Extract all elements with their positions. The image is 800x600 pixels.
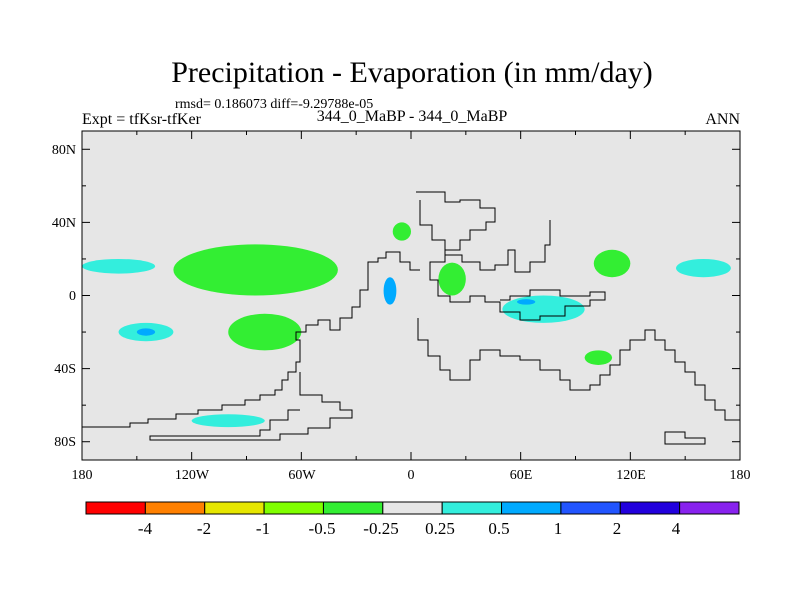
coastline-africa-south <box>417 318 740 421</box>
chart-title: Precipitation - Evaporation (in mm/day) <box>171 56 653 89</box>
x-tick-label: 120E <box>616 468 646 483</box>
colorbar-label: -0.25 <box>363 519 398 538</box>
y-tick-label: 0 <box>69 289 76 304</box>
coastline-americas <box>82 251 420 428</box>
colorbar-swatch <box>501 501 562 515</box>
y-tick-label: 40S <box>54 362 76 377</box>
contour-region-central-pacific-strong <box>136 328 156 336</box>
colorbar-swatch <box>560 501 621 515</box>
colorbar-swatch <box>441 501 503 515</box>
contour-region-americas-strong <box>383 277 397 305</box>
x-tick-label: 60E <box>510 468 533 483</box>
contour-region-africa-west <box>438 262 466 296</box>
colorbar-swatch <box>85 501 146 515</box>
contour-region-indian-ocean-east <box>502 295 585 323</box>
y-tick-label: 80N <box>52 143 76 158</box>
experiment-label: Expt = tfKsr-tfKer <box>82 111 202 128</box>
x-tick-label: 180 <box>72 468 93 483</box>
colorbar-label: 0.5 <box>488 519 509 538</box>
coastline-antarctic-island <box>664 431 706 445</box>
y-axis-labels: 80N 40N 0 40S 80S <box>52 143 76 450</box>
contour-region-west-pacific <box>593 249 631 278</box>
colorbar-swatch <box>322 501 384 515</box>
colorbar-label: 4 <box>672 519 681 538</box>
season-label: ANN <box>705 111 740 128</box>
x-tick-label: 120W <box>175 468 210 483</box>
coastline-africa-eurasia <box>416 191 606 321</box>
colorbar <box>85 501 740 515</box>
x-tick-label: 180 <box>730 468 751 483</box>
contour-region-tropical-pacific-north <box>173 244 338 296</box>
contour-region-atlantic-north <box>392 222 411 241</box>
x-tick-label: 0 <box>408 468 415 483</box>
contour-region-pacific-north-band <box>82 258 156 274</box>
case-label: 344_0_MaBP - 344_0_MaBP <box>317 108 508 125</box>
colorbar-label: 1 <box>554 519 563 538</box>
colorbar-label: -4 <box>138 519 153 538</box>
colorbar-swatch <box>619 501 681 515</box>
colorbar-swatch <box>204 501 265 515</box>
colorbar-label: -0.5 <box>309 519 336 538</box>
colorbar-label: 0.25 <box>425 519 455 538</box>
coastline-south-america <box>149 372 353 441</box>
contour-fields <box>82 222 731 428</box>
coastlines <box>82 191 740 445</box>
colorbar-label: -2 <box>197 519 211 538</box>
contour-region-south-atlantic <box>191 414 265 428</box>
contour-region-southeast-indian <box>584 350 613 365</box>
y-tick-label: 80S <box>54 435 76 450</box>
axis-ticks <box>81 131 741 460</box>
stats-label: rmsd= 0.186073 diff=-9.29788e-05 <box>175 97 373 112</box>
contour-region-east-pacific-north <box>676 258 731 278</box>
plot-background <box>82 131 740 460</box>
coastline-asia-north <box>419 200 551 273</box>
colorbar-label: -1 <box>256 519 270 538</box>
colorbar-swatch <box>263 501 324 515</box>
plot-area <box>81 130 741 461</box>
colorbar-labels: -4 -2 -1 -0.5 -0.25 0.25 0.5 1 2 4 <box>138 519 681 538</box>
colorbar-swatch <box>144 501 206 515</box>
colorbar-label: 2 <box>613 519 622 538</box>
x-tick-label: 60W <box>288 468 316 483</box>
colorbar-swatch <box>679 501 740 515</box>
contour-region-south-pacific-band <box>228 313 302 351</box>
colorbar-swatch <box>382 501 443 515</box>
x-axis-labels: 180 120W 60W 0 60E 120E 180 <box>72 468 751 483</box>
y-tick-label: 40N <box>52 216 76 231</box>
contour-region-maritime-strong <box>517 299 536 305</box>
